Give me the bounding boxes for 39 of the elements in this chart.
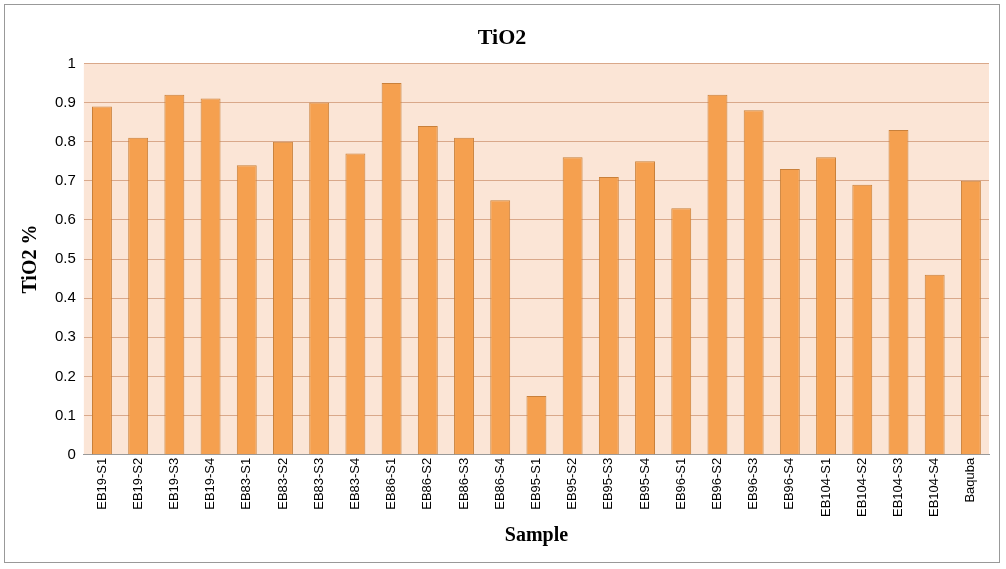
x-tick-label: EB19-S2: [129, 457, 145, 510]
x-tick-label: EB83-S2: [274, 457, 290, 510]
x-tick-label: EB95-S2: [564, 457, 580, 510]
x-tick-label: EB83-S3: [310, 457, 326, 510]
y-tick-label: 0.3: [54, 327, 76, 345]
x-tick-label: EB96-S1: [672, 457, 688, 510]
x-tick-label: EB86-S4: [491, 457, 507, 510]
chart-title: TiO2: [477, 23, 527, 49]
y-axis-title: TiO2 %: [18, 224, 41, 294]
y-tick-label: 0.6: [54, 210, 76, 228]
y-tick-label: 1: [67, 53, 76, 71]
x-tick-label: EB104-S3: [890, 457, 906, 517]
x-tick-label: EB96-S4: [781, 457, 797, 510]
x-tick-label: EB104-S4: [926, 457, 942, 517]
x-tick-label: EB19-S3: [165, 457, 181, 510]
x-tick-label: EB19-S1: [93, 457, 109, 510]
x-tick-label: EB104-S2: [853, 457, 869, 517]
x-tick-label: EB19-S4: [202, 457, 218, 510]
y-tick-label: 0.2: [54, 366, 76, 384]
x-tick-label: EB96-S2: [709, 457, 725, 510]
y-tick-label: 0.9: [54, 92, 76, 110]
x-axis-title: Sample: [504, 523, 569, 547]
x-tick-label: EB86-S1: [383, 457, 399, 510]
y-tick-label: 0.1: [54, 405, 76, 423]
x-tick-label: EB96-S3: [745, 457, 761, 510]
x-tick-label: EB95-S3: [600, 457, 616, 510]
y-tick-label: 0.8: [54, 131, 76, 149]
y-tick-label: 0.5: [54, 249, 76, 267]
x-tick-label: EB83-S4: [346, 457, 362, 510]
x-tick-label: Baquba: [962, 456, 978, 503]
x-tick-label: EB95-S1: [528, 457, 543, 510]
y-tick-label: 0: [67, 444, 76, 462]
x-tick-label: EB83-S1: [238, 457, 254, 510]
x-tick-label: EB86-S3: [455, 457, 471, 510]
y-tick-label: 0.7: [54, 170, 76, 188]
y-tick-label: 0.4: [54, 288, 76, 306]
x-tick-label: EB86-S2: [419, 457, 435, 510]
x-tick-label: EB104-S1: [817, 457, 833, 517]
x-tick-label: EB95-S4: [636, 457, 652, 510]
